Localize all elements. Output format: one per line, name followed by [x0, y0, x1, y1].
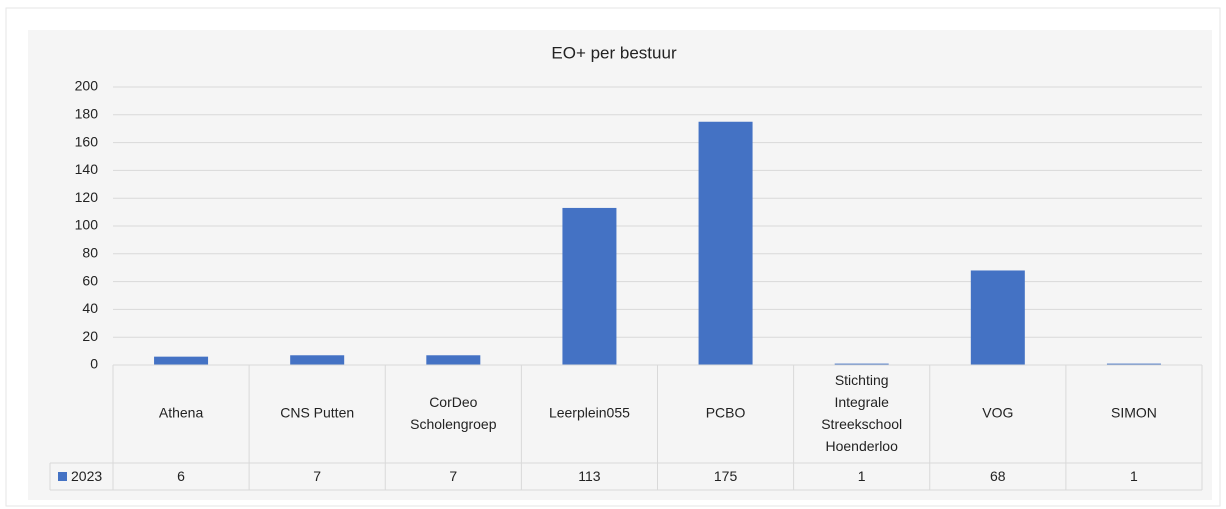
y-tick-label: 160 [75, 133, 99, 149]
x-tick-label-line: Integrale [834, 394, 889, 410]
y-tick-label: 60 [82, 272, 98, 288]
x-tick-label: SIMON [1111, 405, 1157, 421]
x-tick-label-line: Stichting [835, 372, 889, 388]
y-tick-label: 140 [75, 161, 99, 177]
value-label: 113 [578, 468, 601, 484]
x-tick-label: Stichting Integrale Streekschool Hoenderloo [821, 372, 902, 454]
y-tick-label: 100 [75, 217, 99, 233]
bar [154, 356, 209, 365]
value-label: 1 [1130, 468, 1138, 484]
x-tick-label-line: Hoenderloo [825, 438, 898, 454]
bar [1106, 363, 1161, 366]
y-tick-label: 0 [90, 356, 98, 372]
x-tick-label-line: CorDeo [429, 394, 477, 410]
legend-label: 2023 [71, 468, 102, 484]
bar [562, 207, 617, 365]
bar [426, 355, 481, 365]
x-tick-label: CorDeo Scholengroep [410, 394, 497, 432]
x-tick-label-line: Scholengroep [410, 416, 497, 432]
bar [834, 363, 889, 366]
x-tick-label: Athena [159, 405, 204, 421]
bar [290, 355, 345, 365]
y-tick-label: 120 [75, 189, 99, 205]
x-tick-label-line: Streekschool [821, 416, 902, 432]
x-tick-label: VOG [982, 405, 1013, 421]
legend-swatch [58, 472, 67, 481]
value-label: 6 [177, 468, 185, 484]
chart-title: EO+ per bestuur [551, 43, 677, 62]
value-label: 68 [990, 468, 1006, 484]
x-tick-label: PCBO [706, 405, 746, 421]
y-tick-label: 40 [82, 300, 98, 316]
chart-area [28, 30, 1212, 500]
value-label: 1 [858, 468, 866, 484]
value-label: 175 [714, 468, 738, 484]
y-tick-label: 180 [75, 106, 99, 122]
value-label: 7 [313, 468, 321, 484]
y-tick-label: 20 [82, 328, 98, 344]
y-tick-label: 80 [82, 245, 98, 261]
x-tick-label: Leerplein055 [549, 405, 630, 421]
value-label: 7 [449, 468, 457, 484]
x-tick-label: CNS Putten [280, 405, 354, 421]
bar [970, 270, 1025, 365]
y-tick-label: 200 [75, 78, 99, 94]
bar [698, 121, 753, 365]
